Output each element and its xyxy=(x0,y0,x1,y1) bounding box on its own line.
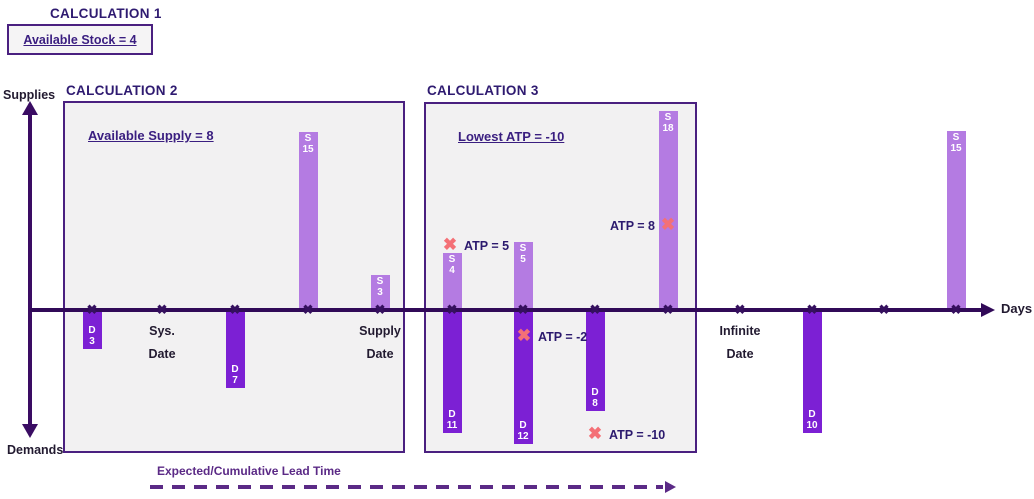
atp-value-label-1: ATP = 5 xyxy=(464,239,510,253)
lead-time-label: Expected/Cumulative Lead Time xyxy=(157,464,341,478)
demand-bar-d11: D 11 xyxy=(442,312,462,433)
bar-label-d12: D 12 xyxy=(517,420,529,442)
lead-time-arrowhead-icon xyxy=(665,481,676,493)
atp-x-marker-icon-1: ✖ xyxy=(442,234,458,254)
calculation-3-panel xyxy=(424,102,697,453)
supply-bar-s18: S 18 xyxy=(658,111,678,308)
y-axis-arrow-down-icon xyxy=(22,424,38,438)
available-supply-heading: Available Supply = 8 xyxy=(88,128,214,143)
axis-tick-x-marker-10: ✖ xyxy=(734,301,746,317)
date-label-sys: Sys. Date xyxy=(148,324,176,361)
axis-tick-x-marker-9: ✖ xyxy=(662,301,674,317)
axis-tick-x-marker-12: ✖ xyxy=(878,301,890,317)
axis-tick-x-marker-2: ✖ xyxy=(156,301,168,317)
atp-value-label-2: ATP = -2 xyxy=(538,330,588,344)
bar-label-d10: D 10 xyxy=(806,409,818,431)
atp-x-marker-icon-3: ✖ xyxy=(660,214,676,234)
x-axis-arrow-right-icon xyxy=(981,303,995,317)
calculation-1-title: CALCULATION 1 xyxy=(50,6,162,21)
bar-label-s15b: S 15 xyxy=(950,132,962,154)
axis-tick-x-marker-13: ✖ xyxy=(950,301,962,317)
atp-x-marker-icon-4: ✖ xyxy=(587,423,603,443)
available-stock-label: Available Stock = 4 xyxy=(23,32,137,47)
demands-axis-label: Demands xyxy=(7,443,64,457)
axis-tick-x-marker-8: ✖ xyxy=(589,301,601,317)
bar-label-s18: S 18 xyxy=(662,112,674,134)
supply-bar-s15b: S 15 xyxy=(946,131,966,308)
atp-value-label-4: ATP = -10 xyxy=(609,428,666,442)
axis-tick-x-marker-7: ✖ xyxy=(517,301,529,317)
date-label-supply: Supply Date xyxy=(359,324,401,361)
y-axis-line xyxy=(28,114,32,428)
y-axis-arrow-up-icon xyxy=(22,101,38,115)
bar-label-d11: D 11 xyxy=(446,409,458,431)
atp-value-label-3: ATP = 8 xyxy=(609,219,655,233)
axis-tick-x-marker-3: ✖ xyxy=(229,301,241,317)
date-label-infinite: Infinite Date xyxy=(719,324,761,361)
x-axis-line xyxy=(30,308,983,312)
calculation-2-panel xyxy=(63,101,405,453)
supply-bar-s15: S 15 xyxy=(298,132,318,308)
supplies-axis-label: Supplies xyxy=(3,88,56,102)
lead-time-dashed-arrow xyxy=(150,485,663,489)
bar-label-s15: S 15 xyxy=(302,133,314,155)
axis-tick-x-marker-5: ✖ xyxy=(374,301,386,317)
demand-bar-d10: D 10 xyxy=(802,312,822,433)
lowest-atp-heading: Lowest ATP = -10 xyxy=(458,129,565,144)
days-axis-label: Days xyxy=(1001,301,1033,316)
axis-tick-x-marker-1: ✖ xyxy=(86,301,98,317)
calculation-2-title: CALCULATION 2 xyxy=(66,83,178,98)
demand-bar-d12: D 12 xyxy=(513,312,533,444)
axis-tick-x-marker-6: ✖ xyxy=(446,301,458,317)
axis-tick-x-marker-4: ✖ xyxy=(302,301,314,317)
calculation-3-title: CALCULATION 3 xyxy=(427,83,539,98)
axis-tick-x-marker-11: ✖ xyxy=(806,301,818,317)
available-stock-box: Available Stock = 4 xyxy=(7,24,153,55)
atp-x-marker-icon-2: ✖ xyxy=(516,325,532,345)
